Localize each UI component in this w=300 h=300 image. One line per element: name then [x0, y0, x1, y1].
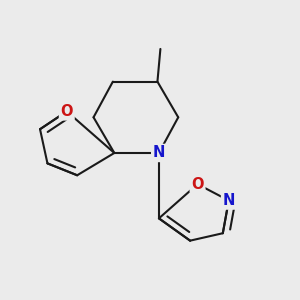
Text: N: N: [153, 146, 165, 160]
Text: N: N: [223, 193, 235, 208]
Text: O: O: [191, 177, 204, 192]
Text: O: O: [61, 104, 73, 119]
